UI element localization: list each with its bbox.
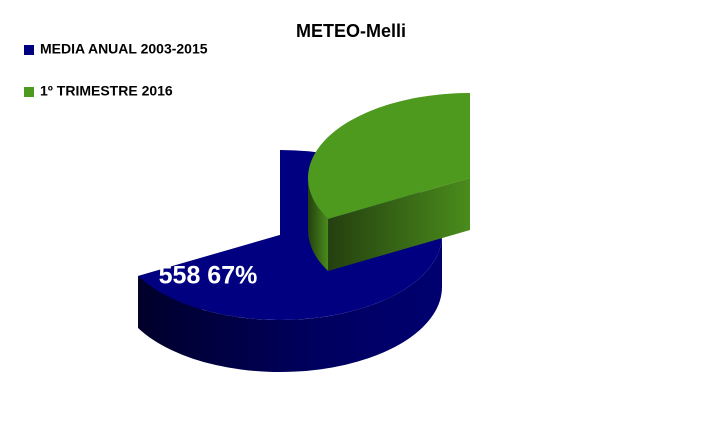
slice-side [308, 178, 329, 272]
legend-label: 1º TRIMESTRE 2016 [40, 83, 173, 99]
value-label: 558 67% [159, 262, 258, 290]
legend-swatch [24, 87, 34, 97]
slice-face [328, 178, 470, 272]
legend-swatch [24, 45, 34, 55]
slice [307, 93, 470, 220]
chart-title: METEO-Melli [296, 21, 406, 41]
legend-label: MEDIA ANUAL 2003-2015 [40, 41, 208, 57]
value-label: 275 33% [491, 108, 590, 136]
slice-side [138, 235, 442, 373]
